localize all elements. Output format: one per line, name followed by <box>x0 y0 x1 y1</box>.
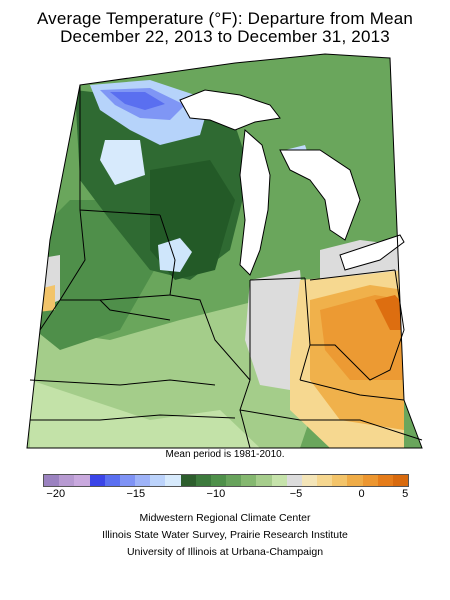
credits: Midwestern Regional Climate Center Illin… <box>0 510 450 561</box>
legend-swatch <box>195 475 211 486</box>
legend-swatch <box>104 475 120 486</box>
legend-tick-label: 0 <box>358 488 365 500</box>
legend-tick-label: −15 <box>126 488 146 500</box>
legend-swatch <box>89 475 105 486</box>
great-lakes <box>179 89 405 276</box>
legend-swatch <box>392 475 409 486</box>
legend-swatch <box>256 475 272 486</box>
legend-swatch <box>59 475 75 486</box>
legend-tick-label: −20 <box>46 488 66 500</box>
legend-swatch <box>119 475 136 486</box>
legend-swatch <box>271 475 287 486</box>
legend-swatch <box>317 475 333 486</box>
legend-swatch <box>332 475 348 486</box>
lake-michigan <box>239 128 271 276</box>
state-boundaries <box>29 85 423 449</box>
color-scale-legend <box>43 474 409 487</box>
legend-swatch <box>165 475 181 486</box>
legend-swatch <box>74 475 90 486</box>
lake-huron <box>279 149 361 241</box>
legend-swatch <box>150 475 166 486</box>
legend-swatch <box>377 475 393 486</box>
legend-tick-label: −5 <box>289 488 303 500</box>
title-line-1: Average Temperature (°F): Departure from… <box>36 9 414 28</box>
legend-swatch <box>286 475 302 486</box>
legend-swatch <box>226 475 242 486</box>
legend-swatch <box>347 475 363 486</box>
legend-swatch <box>362 475 378 486</box>
legend-swatch <box>135 475 151 486</box>
lake-superior <box>179 89 281 131</box>
map-title: Average Temperature (°F): Departure from… <box>0 10 450 46</box>
legend-swatch <box>180 475 196 486</box>
title-line-2: December 22, 2013 to December 31, 2013 <box>60 27 390 46</box>
credit-line-1: Midwestern Regional Climate Center <box>139 512 311 524</box>
credit-line-2: Illinois State Water Survey, Prairie Res… <box>102 529 348 541</box>
legend-swatch <box>44 475 60 486</box>
legend-swatch <box>241 475 257 486</box>
legend-swatch <box>301 475 318 486</box>
lake-erie <box>339 234 405 271</box>
mean-period-note: Mean period is 1981-2010. <box>165 449 285 460</box>
map-frame <box>26 53 423 449</box>
legend-tick-label: −10 <box>206 488 226 500</box>
credit-line-3: University of Illinois at Urbana-Champai… <box>126 546 324 558</box>
legend-swatch <box>210 475 227 486</box>
legend-tick-label: 5 <box>402 488 409 500</box>
